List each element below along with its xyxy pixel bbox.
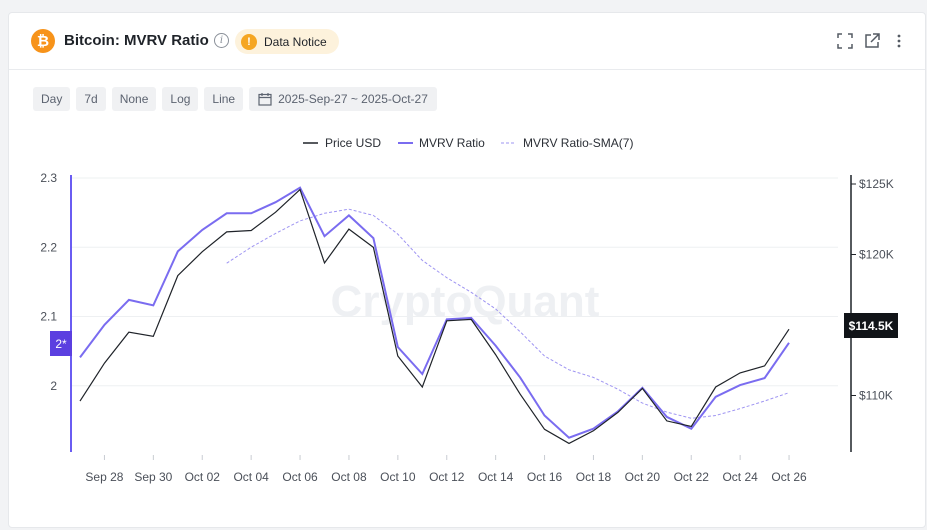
series-price-line [79, 188, 790, 445]
x-tick-label: Oct 08 [331, 470, 367, 484]
legend-mvrv: MVRV Ratio [419, 136, 485, 150]
grid [71, 177, 838, 387]
current-price-label: $114.5K [849, 319, 894, 333]
right-tick-label: $110K [859, 389, 893, 403]
x-tick-label: Sep 30 [134, 470, 172, 484]
left-axis-marker-bg [50, 331, 72, 356]
warning-icon: ! [241, 33, 257, 50]
x-tick-label: Oct 14 [478, 470, 514, 484]
x-tick-label: Oct 06 [282, 470, 318, 484]
current-price-marker: $114.5K [844, 313, 898, 338]
right-tick-label: $125K [859, 177, 894, 191]
bitcoin-icon: ₿ [31, 29, 55, 53]
calendar-icon [258, 93, 272, 106]
x-tick-label: Sep 28 [85, 470, 123, 484]
x-tick-label: Oct 20 [625, 470, 661, 484]
page-title: Bitcoin: MVRV Ratio [64, 32, 209, 49]
x-axis-ticks: Sep 28 Sep 30 Oct 02 Oct 04 Oct 06 Oct 08 Oct … [85, 455, 807, 484]
series-mvrv-sma-line [226, 208, 790, 419]
x-tick-label: Oct 10 [380, 470, 416, 484]
share-icon[interactable] [862, 31, 882, 51]
log-button[interactable]: Log [162, 87, 199, 111]
left-tick-label: 2.2 [40, 240, 57, 254]
7d-button[interactable]: 7d [76, 87, 106, 111]
x-tick-label: Oct 02 [185, 470, 221, 484]
data-notice-button[interactable]: ! Data Notice [235, 29, 339, 54]
left-axis-ticks: 2.3 2.2 2.1 2 [40, 171, 57, 393]
legend-sma: MVRV Ratio-SMA(7) [523, 136, 633, 150]
left-axis-marker: 2* [50, 331, 72, 356]
current-price-bg [844, 313, 898, 338]
right-axis-ticks: $125K $120K $110K [851, 177, 894, 403]
x-tick-label: Oct 16 [527, 470, 563, 484]
chart-card: ₿ Bitcoin: MVRV Ratio i ! Data Notice Da… [8, 12, 926, 528]
x-tick-label: Oct 22 [674, 470, 710, 484]
x-tick-label: Oct 26 [771, 470, 807, 484]
left-tick-label: 2 [50, 379, 57, 393]
left-tick-label: 2.1 [40, 310, 57, 324]
x-tick-label: Oct 04 [233, 470, 269, 484]
none-button[interactable]: None [111, 87, 157, 111]
series-mvrv-line [79, 186, 790, 439]
x-tick-label: Oct 12 [429, 470, 465, 484]
fullscreen-icon[interactable] [835, 31, 855, 51]
x-tick-label: Oct 18 [576, 470, 612, 484]
left-axis-marker-label: 2* [55, 337, 67, 351]
line-button[interactable]: Line [204, 87, 244, 111]
x-tick-label: Oct 24 [722, 470, 758, 484]
left-tick-label: 2.3 [40, 171, 57, 185]
info-icon[interactable]: i [214, 33, 229, 48]
right-tick-label: $120K [859, 248, 894, 262]
day-button[interactable]: Day [33, 87, 71, 111]
more-menu-icon[interactable] [889, 31, 909, 51]
legend: Price USD MVRV Ratio MVRV Ratio-SMA(7) [303, 136, 633, 150]
legend-price: Price USD [325, 136, 381, 150]
data-notice-label: Data Notice [264, 34, 327, 49]
card-header: ₿ Bitcoin: MVRV Ratio i ! Data Notice [9, 13, 925, 70]
date-range-button[interactable]: 2025-Sep-27 ~ 2025-Oct-27 [249, 87, 437, 111]
date-range-label: 2025-Sep-27 ~ 2025-Oct-27 [278, 92, 428, 106]
chart-toolbar: Day 7d None Log Line 2025-Sep-27 ~ 2025-… [33, 87, 437, 111]
